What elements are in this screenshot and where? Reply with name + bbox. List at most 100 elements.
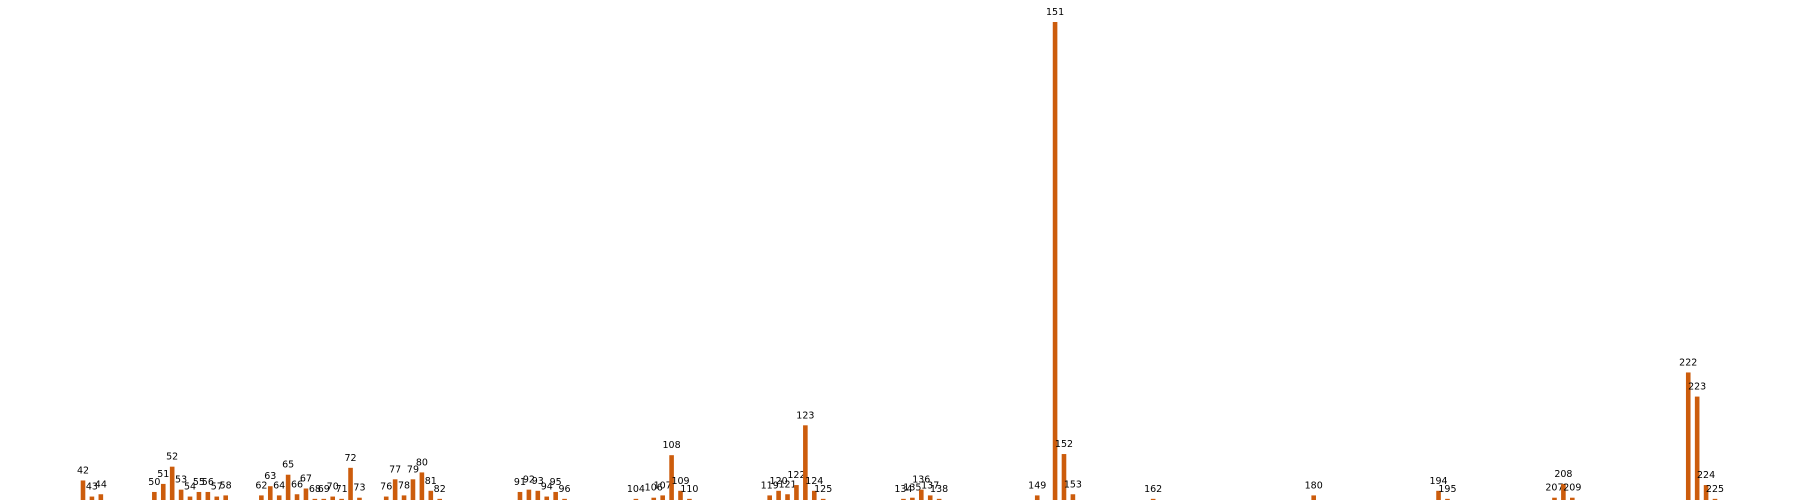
- bar: [1561, 483, 1566, 500]
- bar-label: 71: [336, 484, 348, 495]
- bar: [678, 490, 683, 500]
- bar-label: 151: [1046, 7, 1064, 18]
- bar-label: 73: [353, 483, 365, 494]
- bar-label: 67: [300, 474, 312, 485]
- bar: [1685, 372, 1691, 500]
- bar-label: 124: [805, 476, 823, 487]
- bar-label: 136: [912, 475, 930, 486]
- bar: [214, 496, 220, 500]
- bar: [437, 498, 443, 500]
- bar-label: 162: [1144, 484, 1162, 495]
- bar: [1061, 454, 1067, 500]
- bar-label: 108: [663, 440, 681, 451]
- bar: [1570, 497, 1575, 500]
- bar: [820, 498, 826, 500]
- bar-label: 110: [680, 484, 698, 495]
- bar-label: 53: [175, 475, 187, 486]
- bar-label: 78: [398, 480, 410, 491]
- bar: [339, 498, 344, 500]
- bar: [1070, 494, 1076, 500]
- bar: [98, 494, 104, 500]
- bar: [276, 495, 282, 500]
- bar: [794, 485, 799, 500]
- bar-label: 95: [550, 477, 562, 488]
- bar: [169, 466, 175, 500]
- bar-label: 122: [787, 470, 805, 481]
- bar-label: 51: [157, 469, 169, 480]
- bar: [401, 495, 407, 500]
- bar: [294, 494, 300, 500]
- bar-label: 92: [523, 475, 535, 486]
- bar-label: 82: [434, 484, 446, 495]
- bar-label: 77: [389, 464, 401, 475]
- bar-label: 55: [193, 477, 205, 488]
- bar-label: 68: [309, 484, 321, 495]
- bar-label: 209: [1563, 483, 1581, 494]
- bar: [785, 494, 790, 500]
- bar-label: 194: [1429, 476, 1447, 487]
- bar-label: 121: [778, 479, 796, 490]
- bar: [553, 491, 558, 500]
- bar-label: 94: [541, 482, 553, 493]
- bar: [1552, 497, 1557, 500]
- bar-label: 63: [264, 471, 276, 482]
- bar: [196, 491, 202, 500]
- bar: [901, 498, 906, 500]
- bar: [651, 497, 657, 500]
- bar: [223, 495, 228, 500]
- bar: [633, 498, 639, 500]
- bar-label: 62: [255, 480, 267, 491]
- bar: [410, 479, 416, 500]
- bar-label: 224: [1697, 470, 1715, 481]
- bar-label: 44: [95, 479, 107, 490]
- bar-label: 72: [344, 453, 356, 464]
- bar-label: 43: [86, 482, 98, 493]
- bar: [936, 498, 942, 500]
- bar: [357, 497, 362, 500]
- bar: [1694, 396, 1700, 500]
- bar: [776, 490, 781, 500]
- bar-label: 58: [220, 480, 232, 491]
- bar-label: 222: [1679, 357, 1697, 368]
- bar: [80, 480, 86, 500]
- bar: [535, 490, 541, 500]
- bar-label: 66: [291, 479, 303, 490]
- bar-label: 208: [1554, 469, 1572, 480]
- bar: [1034, 495, 1040, 500]
- bar: [392, 479, 398, 500]
- bar: [1436, 490, 1441, 500]
- bar: [428, 490, 434, 500]
- bar: [267, 486, 273, 500]
- bar: [660, 495, 665, 500]
- bar-label: 123: [796, 410, 814, 421]
- bar: [285, 474, 291, 500]
- bar-label: 135: [903, 483, 921, 494]
- bar-label: 153: [1064, 479, 1082, 490]
- bar-label: 107: [654, 480, 672, 491]
- bar-label: 93: [532, 476, 544, 487]
- bar: [348, 467, 353, 500]
- bar-label: 76: [380, 482, 392, 493]
- bar: [927, 495, 933, 500]
- bar-label: 138: [930, 484, 948, 495]
- bar-label: 54: [184, 482, 196, 493]
- bar-label: 152: [1055, 439, 1073, 450]
- bar-label: 70: [327, 482, 339, 493]
- bar: [152, 491, 157, 500]
- bar-label: 120: [770, 476, 788, 487]
- bar: [562, 498, 567, 500]
- bar: [419, 472, 425, 500]
- bar-label: 149: [1028, 480, 1046, 491]
- bar: [160, 483, 166, 500]
- bar-label: 69: [318, 484, 330, 495]
- bar-label: 42: [77, 465, 89, 476]
- bar: [259, 495, 264, 500]
- bar-label: 109: [671, 476, 689, 487]
- bar-label: 119: [761, 480, 779, 491]
- bar: [918, 489, 924, 500]
- bar: [383, 496, 389, 500]
- bar: [330, 496, 336, 500]
- bar: [544, 496, 550, 500]
- bar-label: 106: [645, 483, 663, 494]
- bar: [669, 455, 674, 500]
